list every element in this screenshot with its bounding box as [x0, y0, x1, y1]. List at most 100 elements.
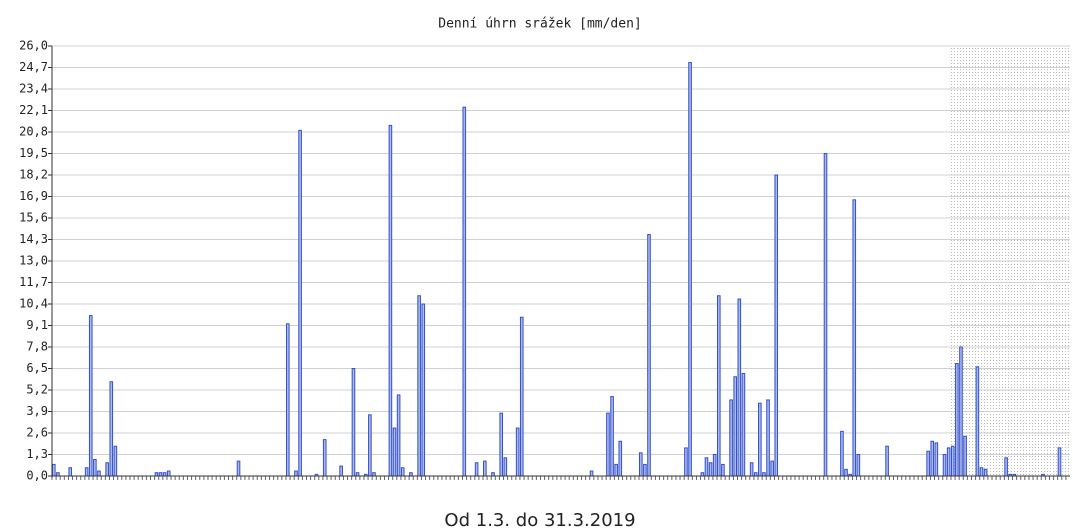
bar: [708, 462, 713, 477]
bar: [770, 460, 774, 477]
bar: [712, 454, 717, 477]
bar: [741, 372, 746, 477]
bar: [688, 62, 692, 477]
bar: [1057, 447, 1062, 477]
bar: [392, 427, 397, 477]
bar: [52, 463, 56, 477]
bar: [109, 381, 114, 477]
bar: [704, 457, 709, 477]
bar: [351, 368, 356, 477]
bar: [417, 295, 421, 477]
y-tick-label: 1,3: [26, 447, 48, 461]
bar: [515, 427, 520, 477]
y-tick-label: 7,8: [26, 340, 48, 354]
bar: [975, 366, 980, 477]
bar: [946, 447, 951, 477]
y-tick-label: 13,0: [19, 254, 48, 268]
bar: [298, 129, 302, 477]
bar: [963, 435, 967, 477]
bar: [766, 399, 770, 477]
y-tick-label: 3,9: [26, 404, 48, 418]
y-tick-label: 23,4: [19, 82, 48, 96]
y-tick-label: 15,6: [19, 211, 48, 225]
caption: Od 1.3. do 31.3.2019: [444, 510, 635, 531]
bar: [959, 346, 963, 477]
y-tick-label: 10,4: [19, 297, 48, 311]
y-tick-label: 22,1: [19, 103, 48, 117]
bar: [638, 452, 643, 477]
y-tick-label: 24,7: [19, 60, 48, 74]
bar: [856, 454, 861, 477]
bar: [499, 412, 504, 477]
bar: [684, 447, 688, 477]
bar: [519, 316, 524, 477]
bar: [729, 399, 733, 477]
bar: [294, 470, 298, 477]
bar: [84, 467, 89, 477]
bar: [733, 376, 738, 477]
y-tick-label: 2,6: [26, 426, 48, 440]
bar: [400, 467, 405, 477]
bar: [983, 468, 988, 477]
bar: [885, 445, 889, 477]
bar: [322, 439, 327, 477]
bar: [421, 303, 426, 477]
bar: [1004, 457, 1008, 477]
bar: [934, 442, 939, 477]
bar: [474, 462, 479, 477]
bar: [113, 445, 118, 477]
bar: [589, 470, 594, 477]
bar: [483, 460, 487, 477]
bar: [614, 463, 618, 477]
bar: [68, 467, 73, 477]
bar: [721, 463, 725, 477]
bar: [774, 174, 779, 477]
bar: [823, 153, 828, 477]
bar: [166, 470, 171, 477]
bar: [396, 394, 401, 477]
bar: [93, 458, 97, 477]
bar: [339, 465, 343, 477]
bar: [844, 468, 848, 477]
bar: [388, 124, 393, 477]
bar: [955, 363, 959, 477]
y-tick-label: 14,3: [19, 232, 48, 246]
bar: [716, 295, 721, 477]
bar: [647, 234, 651, 477]
y-tick-label: 0,0: [26, 469, 48, 483]
bar: [749, 462, 754, 477]
bar: [285, 323, 290, 477]
bar: [606, 412, 610, 477]
y-tick-label: 6,5: [26, 361, 48, 375]
bar: [462, 106, 467, 477]
y-tick-label: 5,2: [26, 383, 48, 397]
bar: [643, 463, 647, 477]
chart-title: Denní úhrn srážek [mm/den]: [438, 17, 642, 32]
bar: [88, 315, 93, 477]
bar: [758, 402, 762, 477]
bar: [852, 199, 857, 477]
y-tick-label: 9,1: [26, 318, 48, 332]
y-tick-label: 16,9: [19, 189, 48, 203]
bar: [610, 396, 614, 477]
y-tick-label: 11,7: [19, 275, 48, 289]
bar: [236, 460, 241, 477]
bar: [618, 440, 623, 477]
bar: [930, 440, 935, 477]
y-tick-label: 26,0: [19, 39, 48, 53]
bar: [979, 467, 984, 477]
bar: [926, 450, 930, 477]
y-tick-label: 18,2: [19, 168, 48, 182]
bar: [840, 430, 844, 477]
bar: [942, 454, 947, 477]
bar: [105, 462, 109, 477]
bar: [737, 298, 742, 477]
y-tick-label: 19,5: [19, 146, 48, 160]
bar: [368, 414, 372, 477]
bar: [97, 470, 101, 477]
bar: [950, 445, 955, 477]
bar: [503, 457, 508, 477]
y-tick-label: 20,8: [19, 125, 48, 139]
